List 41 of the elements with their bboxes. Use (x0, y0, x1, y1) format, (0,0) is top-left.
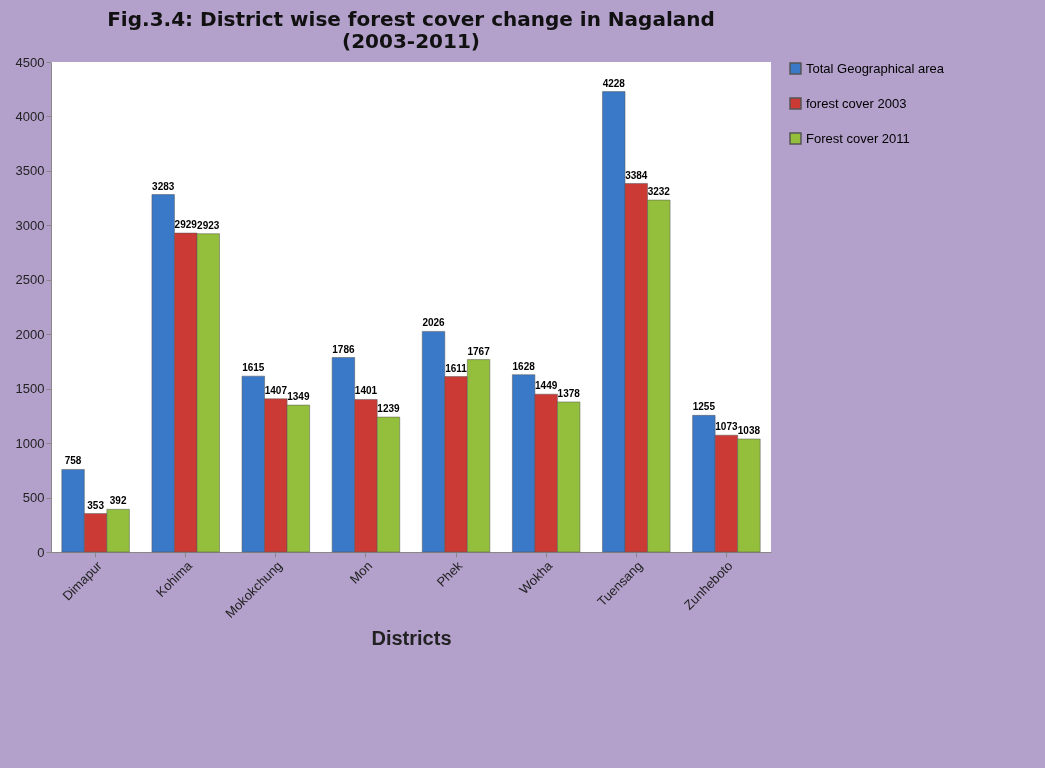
data-label: 353 (87, 499, 105, 511)
legend-label: Total Geographical area (806, 60, 945, 76)
y-tick-label: 3000 (15, 217, 45, 233)
data-label: 1239 (377, 403, 401, 415)
data-label: 1407 (264, 384, 288, 396)
data-label: 2929 (174, 219, 198, 231)
y-tick-label: 500 (22, 490, 45, 506)
y-tick-label: 0 (37, 544, 45, 560)
text: (2003-2011) (342, 29, 480, 53)
x-axis-title: Districts (371, 626, 452, 649)
text: Fig.3.4: District wise forest cover change in Nagaland (107, 7, 715, 31)
data-label: 1628 (512, 360, 536, 372)
data-label: 758 (64, 455, 82, 467)
data-label: 2026 (422, 317, 446, 329)
data-label: 1255 (692, 401, 716, 413)
data-label: 1786 (332, 343, 355, 355)
data-label: 1615 (242, 362, 265, 374)
y-tick-label: 3500 (15, 163, 45, 179)
data-label: 1378 (557, 387, 581, 399)
data-label: 4228 (602, 77, 626, 89)
x-tick-label: Mon (346, 558, 376, 587)
data-label: 1401 (354, 385, 378, 397)
data-label: 1611 (445, 362, 468, 374)
legend-label: Forest cover 2011 (806, 130, 910, 146)
data-label: 1449 (535, 380, 558, 392)
legend-label: forest cover 2003 (806, 95, 907, 111)
y-tick-label: 4000 (15, 108, 45, 124)
y-tick-label: 4500 (15, 54, 45, 70)
data-label: 392 (109, 495, 127, 507)
data-label: 1038 (737, 424, 761, 436)
data-label: 1349 (287, 391, 310, 403)
data-label: 3283 (152, 180, 175, 192)
y-tick-label: 1000 (15, 435, 45, 451)
data-label: 2923 (197, 219, 220, 231)
data-label: 3232 (647, 186, 671, 198)
data-label: 1767 (467, 345, 491, 357)
y-tick-label: 1500 (15, 381, 45, 397)
data-label: 3384 (625, 169, 648, 181)
y-tick-label: 2000 (15, 326, 45, 342)
y-tick-label: 2500 (15, 272, 45, 288)
data-label: 1073 (715, 421, 738, 433)
